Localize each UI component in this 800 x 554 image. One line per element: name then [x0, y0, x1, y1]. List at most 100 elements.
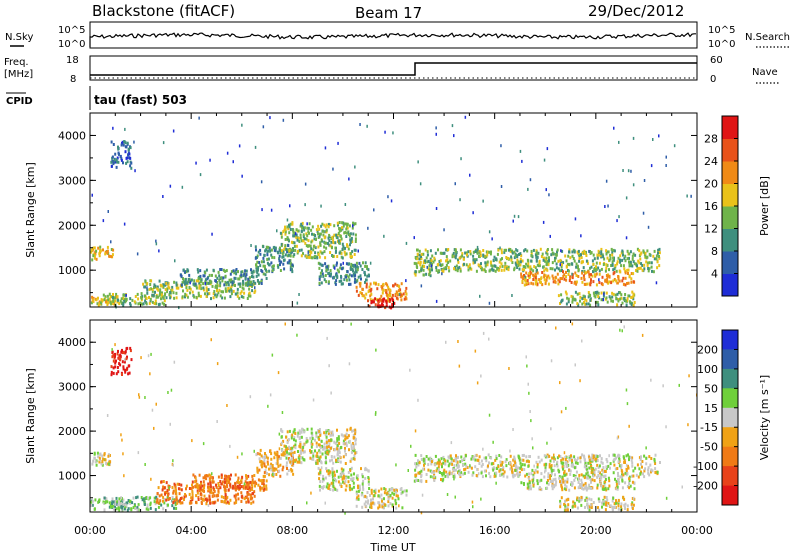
velocity-pixel	[323, 431, 326, 435]
power-pixel	[636, 247, 639, 251]
power-pixel	[248, 276, 251, 280]
power-pixel	[148, 296, 150, 299]
velocity-pixel	[202, 498, 205, 502]
velocity-pixel	[452, 468, 455, 472]
velocity-scatter-pixel	[348, 362, 351, 366]
velocity-pixel	[640, 470, 642, 474]
power-pixel	[370, 292, 373, 296]
velocity-pixel	[433, 475, 436, 479]
velocity-pixel	[215, 485, 218, 489]
power-pixel	[505, 267, 508, 271]
power-pixel	[469, 250, 472, 253]
velocity-pixel	[143, 503, 146, 506]
power-pixel	[548, 276, 551, 280]
power-pixel	[301, 221, 304, 225]
velocity-pixel	[600, 476, 603, 480]
power-pixel	[244, 283, 247, 287]
velocity-pixel	[441, 479, 444, 483]
power-pixel	[175, 291, 178, 295]
power-pixel	[372, 300, 375, 304]
power-pixel	[352, 221, 355, 225]
power-pixel	[240, 295, 243, 299]
velocity-scatter-pixel	[616, 436, 619, 440]
velocity-scatter-pixel	[330, 391, 332, 395]
power-pixel	[526, 279, 529, 282]
velocity-pixel	[352, 436, 355, 440]
velocity-pixel	[223, 477, 226, 481]
power-pixel	[559, 269, 561, 273]
power-pixel	[347, 247, 350, 251]
velocity-pixel	[631, 464, 634, 468]
power-pixel	[396, 283, 399, 287]
power-pixel	[567, 300, 570, 304]
power-pixel	[563, 273, 566, 277]
velocity-pixel	[593, 469, 596, 473]
velocity-pixel	[161, 488, 164, 492]
velocity-scatter-pixel	[688, 374, 690, 378]
velocity-pixel	[290, 436, 293, 440]
velocity-pixel	[386, 491, 389, 495]
velocity-colorbar-label: -100	[693, 460, 718, 473]
velocity-pixel	[183, 498, 185, 501]
power-pixel	[252, 275, 255, 279]
velocity-pixel	[110, 365, 113, 369]
power-pixel	[605, 266, 608, 270]
power-pixel	[323, 245, 326, 249]
power-scatter-pixel	[289, 204, 291, 208]
velocity-pixel	[558, 470, 561, 473]
velocity-pixel	[231, 486, 234, 490]
power-pixel	[205, 286, 208, 290]
velocity-pixel	[569, 469, 572, 473]
power-pixel	[327, 225, 330, 228]
power-pixel	[547, 282, 550, 286]
velocity-pixel	[584, 505, 586, 509]
velocity-pixel	[298, 444, 301, 448]
velocity-pixel	[300, 430, 303, 434]
velocity-pixel	[315, 434, 318, 438]
power-pixel	[205, 295, 208, 298]
velocity-scatter-pixel	[147, 354, 150, 358]
freq-trace	[90, 62, 697, 76]
power-pixel	[454, 248, 457, 252]
velocity-pixel	[251, 478, 254, 482]
power-pixel	[589, 283, 592, 287]
power-pixel	[113, 302, 116, 306]
velocity-pixel	[571, 484, 574, 487]
power-pixel	[519, 252, 522, 256]
power-pixel	[346, 270, 349, 274]
velocity-pixel	[446, 473, 449, 477]
velocity-pixel	[324, 451, 327, 455]
velocity-pixel	[327, 445, 330, 448]
power-scatter-pixel	[690, 194, 692, 198]
power-pixel	[586, 261, 589, 265]
power-scatter-pixel	[124, 127, 126, 131]
power-pixel	[154, 299, 157, 303]
power-pixel	[104, 299, 107, 303]
power-pixel	[364, 280, 366, 284]
power-pixel	[346, 243, 348, 247]
power-pixel	[121, 141, 123, 145]
power-pixel	[139, 301, 142, 305]
velocity-pixel	[450, 457, 453, 461]
power-scatter-pixel	[332, 167, 334, 171]
power-pixel	[165, 282, 168, 285]
velocity-pixel	[531, 468, 534, 472]
power-pixel	[207, 288, 210, 292]
power-pixel	[461, 254, 464, 258]
power-scatter-pixel	[390, 199, 393, 203]
velocity-pixel	[573, 466, 576, 470]
velocity-scatter-pixel	[149, 372, 151, 376]
velocity-pixel	[621, 470, 624, 474]
velocity-pixel	[291, 452, 294, 455]
power-pixel	[564, 254, 567, 258]
velocity-pixel	[540, 472, 543, 476]
velocity-pixel	[418, 461, 421, 465]
velocity-pixel	[221, 480, 224, 484]
power-pixel	[497, 268, 500, 272]
power-pixel	[215, 279, 217, 283]
power-pixel	[560, 265, 563, 269]
power-pixel	[590, 251, 593, 255]
power-ytick-label: 1000	[58, 264, 86, 277]
velocity-pixel	[286, 467, 288, 470]
power-pixel	[302, 233, 305, 237]
